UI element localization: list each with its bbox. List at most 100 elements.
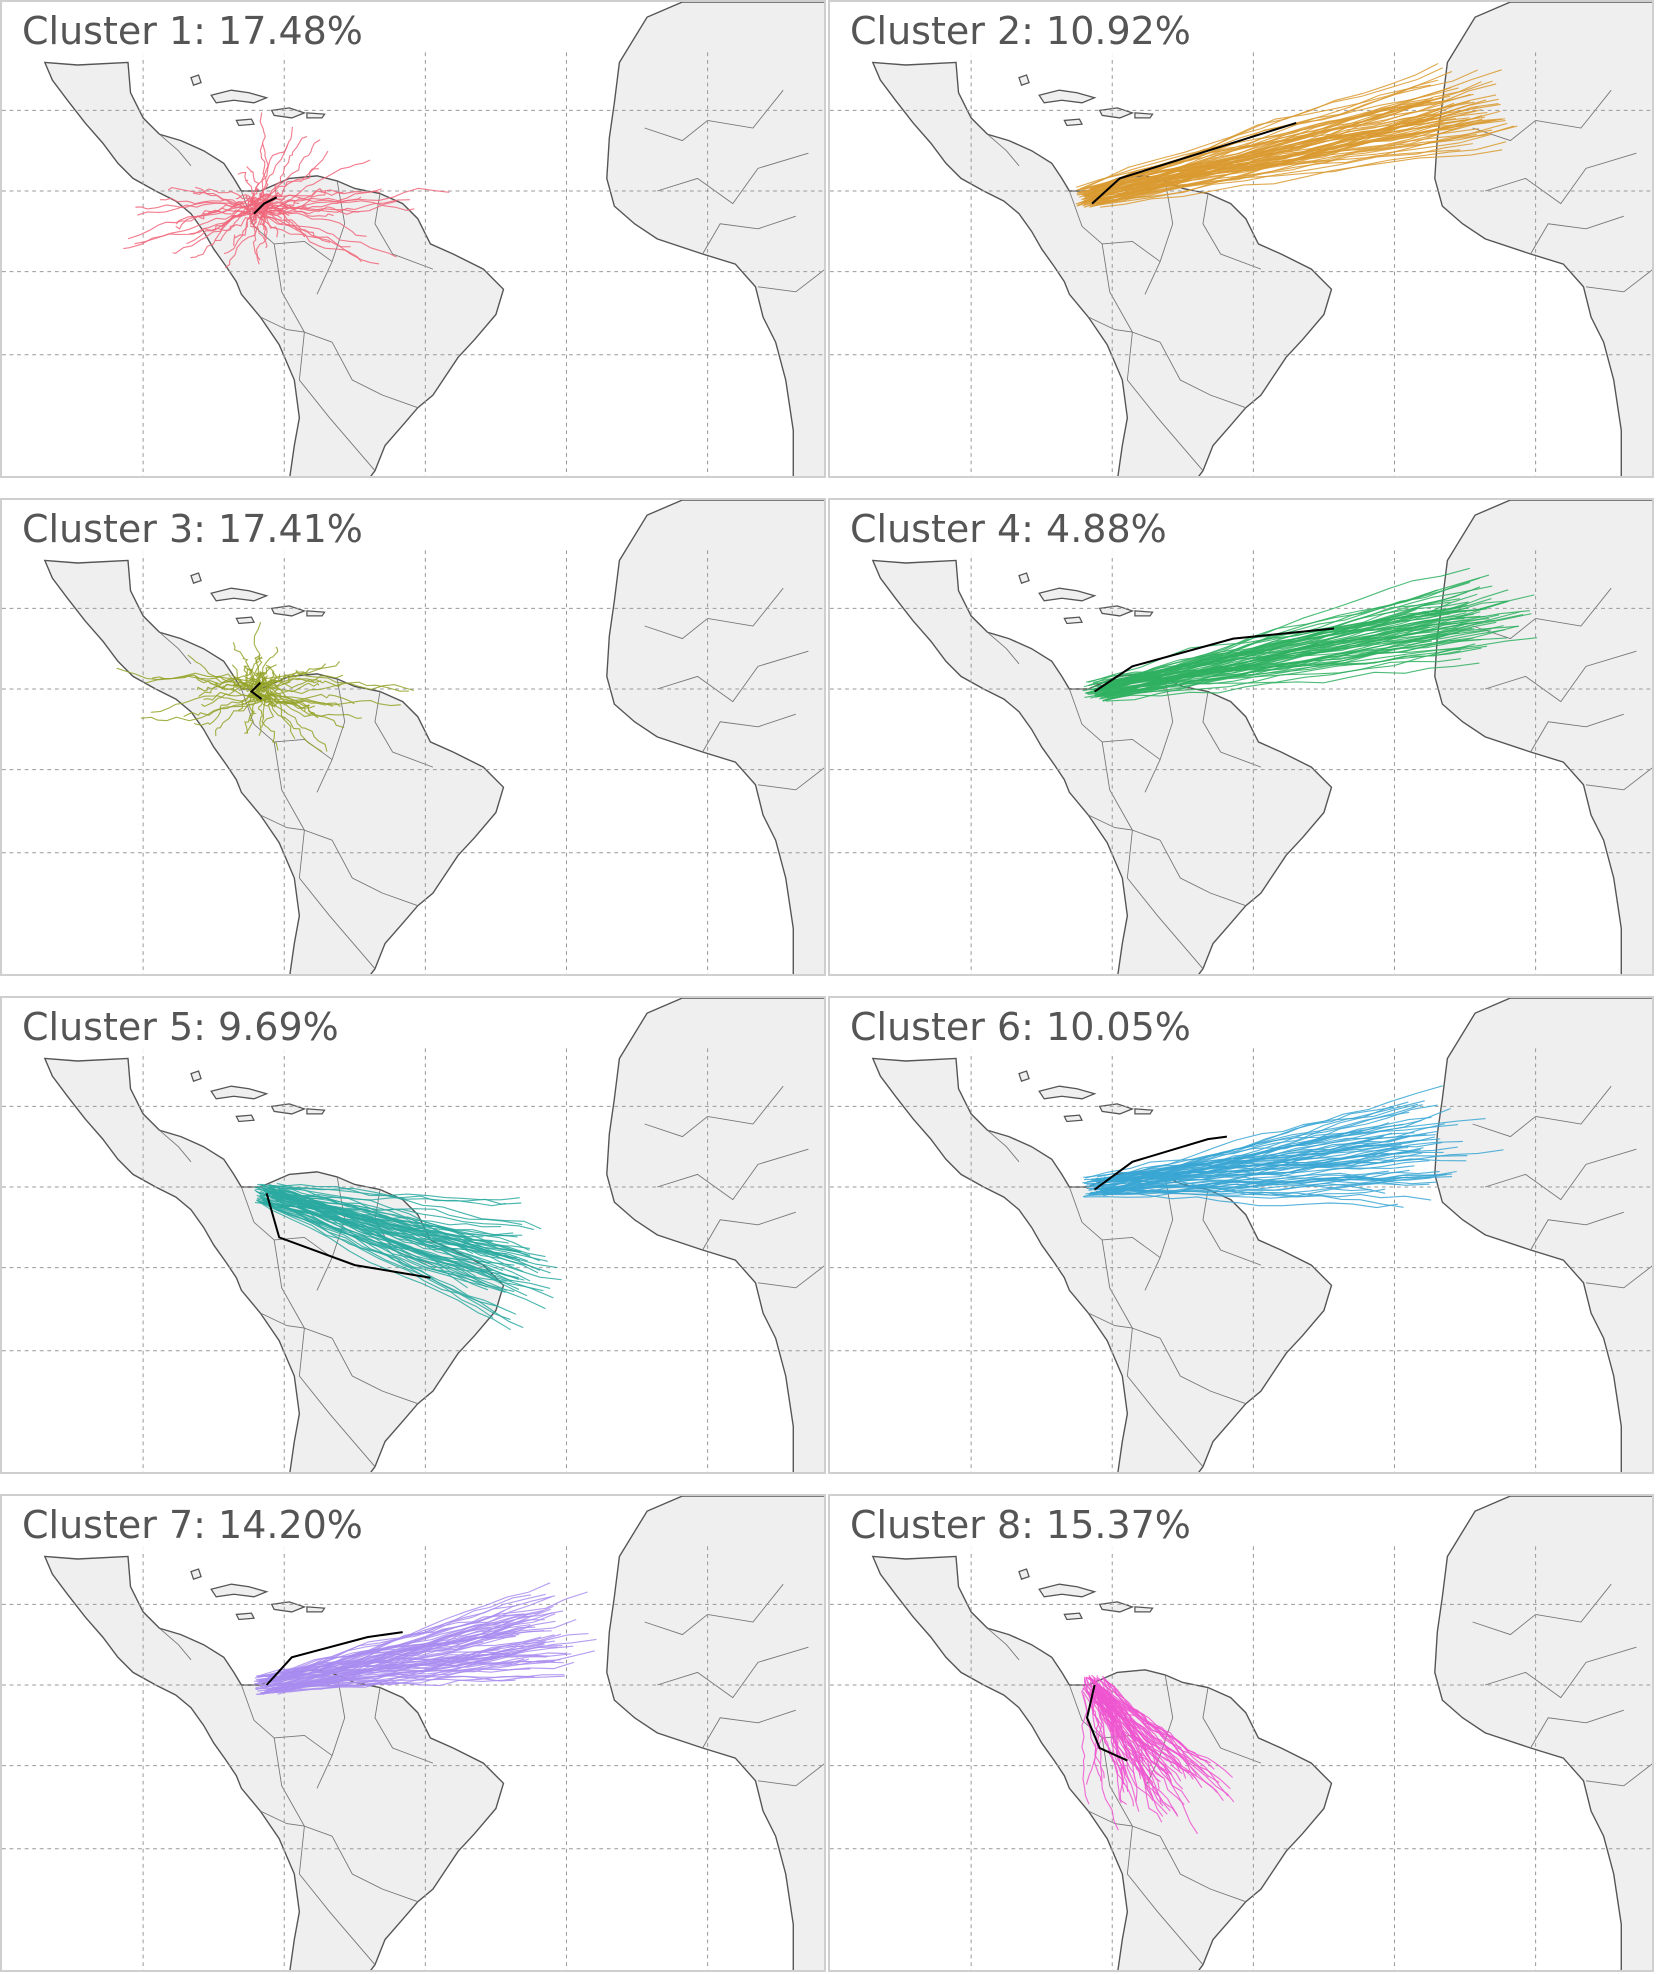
trajectory-line bbox=[1086, 133, 1477, 198]
map-layer bbox=[2, 1496, 824, 1970]
trajectory-line bbox=[223, 193, 270, 255]
country-border bbox=[644, 1085, 784, 1138]
cluster-panel-8: Cluster 8: 15.37% bbox=[828, 1494, 1654, 1972]
trajectory-line bbox=[1100, 149, 1503, 208]
trajectory-line bbox=[1097, 1100, 1425, 1181]
trajectory-line bbox=[270, 136, 308, 200]
trajectory-line bbox=[215, 203, 266, 242]
caribbean-island bbox=[1018, 74, 1030, 86]
trajectory-line bbox=[1093, 1181, 1430, 1196]
caribbean-island bbox=[1018, 572, 1030, 584]
trajectory-line bbox=[257, 1183, 512, 1282]
country-border bbox=[657, 1646, 809, 1699]
trajectory-line bbox=[261, 673, 281, 685]
trajectory-line bbox=[253, 209, 362, 263]
map-3 bbox=[2, 500, 824, 974]
country-border bbox=[1101, 243, 1161, 343]
caribbean-island bbox=[1134, 1606, 1154, 1613]
caribbean-island bbox=[1098, 1103, 1135, 1115]
trajectory-line bbox=[1102, 1688, 1184, 1790]
country-border bbox=[1485, 650, 1637, 703]
trajectory-line bbox=[1092, 1688, 1160, 1790]
country-border bbox=[1585, 1763, 1652, 1787]
caribbean-island bbox=[1134, 1108, 1154, 1115]
trajectory-line bbox=[269, 1190, 521, 1253]
trajectory-line bbox=[1107, 1135, 1411, 1180]
panel-title-1: Cluster 1: 17.48% bbox=[18, 6, 367, 56]
country-border bbox=[298, 332, 376, 472]
trajectory-line bbox=[263, 1201, 517, 1315]
trajectory-line bbox=[1079, 124, 1466, 198]
trajectory-line bbox=[257, 139, 321, 200]
trajectory-line bbox=[272, 1195, 562, 1281]
panel-title-2: Cluster 2: 10.92% bbox=[846, 6, 1195, 56]
trajectory-line bbox=[1102, 1683, 1233, 1778]
country-border bbox=[331, 1337, 418, 1405]
map-8 bbox=[830, 1496, 1652, 1970]
caribbean-island bbox=[1098, 605, 1135, 617]
trajectory-line bbox=[1084, 1170, 1409, 1181]
trajectory-line bbox=[212, 209, 252, 232]
trajectory-line bbox=[268, 1184, 484, 1238]
trajectory-line bbox=[1103, 591, 1467, 688]
trajectory-line bbox=[262, 1201, 514, 1236]
mean-trajectory-line bbox=[1094, 627, 1335, 693]
caribbean-island bbox=[1098, 107, 1135, 119]
cluster-panel-2: Cluster 2: 10.92% bbox=[828, 0, 1654, 478]
trajectory-line bbox=[1106, 601, 1432, 687]
trajectory-line bbox=[266, 168, 319, 202]
caribbean-island bbox=[235, 616, 255, 625]
mean-trajectory-line bbox=[265, 1631, 403, 1686]
trajectory-line bbox=[260, 1190, 509, 1244]
trajectory-line bbox=[256, 674, 344, 689]
cluster-panel-4: Cluster 4: 4.88% bbox=[828, 498, 1654, 976]
trajectory-line bbox=[268, 159, 371, 209]
country-border bbox=[1126, 332, 1204, 472]
country-border bbox=[273, 1239, 333, 1339]
caribbean-island bbox=[235, 1114, 255, 1123]
trajectory-line bbox=[1098, 1686, 1140, 1812]
trajectory-line bbox=[1091, 80, 1493, 189]
caribbean-island bbox=[1038, 587, 1097, 602]
country-border bbox=[298, 830, 376, 970]
cluster-panel-6: Cluster 6: 10.05% bbox=[828, 996, 1654, 1474]
trajectory-group bbox=[1081, 1674, 1235, 1835]
trajectory-line bbox=[1097, 1149, 1414, 1178]
trajectory-line bbox=[1102, 1675, 1187, 1779]
trajectory-line bbox=[264, 1190, 507, 1207]
trajectory-line bbox=[209, 682, 249, 692]
country-border bbox=[1585, 269, 1652, 293]
panel-title-3: Cluster 3: 17.41% bbox=[18, 504, 367, 554]
trajectory-line bbox=[262, 193, 290, 217]
trajectory-line bbox=[1099, 577, 1481, 691]
trajectory-line bbox=[1092, 122, 1508, 198]
country-border bbox=[374, 1687, 434, 1764]
caribbean-island bbox=[1038, 89, 1097, 104]
trajectory-line bbox=[1087, 658, 1461, 695]
trajectory-line bbox=[270, 188, 382, 200]
trajectory-line bbox=[189, 207, 273, 235]
trajectory-line bbox=[1088, 98, 1499, 194]
panel-title-8: Cluster 8: 15.37% bbox=[846, 1500, 1195, 1550]
trajectory-line bbox=[135, 201, 264, 210]
caribbean-island bbox=[270, 605, 307, 617]
caribbean-island bbox=[306, 610, 326, 617]
trajectory-line bbox=[231, 664, 255, 693]
country-border bbox=[1101, 741, 1161, 841]
africa-landmass bbox=[1434, 2, 1652, 476]
trajectory-line bbox=[271, 1653, 572, 1692]
trajectory-line bbox=[214, 694, 263, 737]
trajectory-line bbox=[261, 686, 274, 728]
country-border bbox=[374, 691, 434, 768]
country-border bbox=[1485, 1148, 1637, 1201]
country-border bbox=[987, 631, 1020, 665]
trajectory-line bbox=[259, 1200, 499, 1308]
trajectory-line bbox=[1084, 67, 1443, 189]
trajectory-line bbox=[269, 679, 343, 689]
country-border bbox=[1202, 193, 1262, 270]
country-border bbox=[702, 1709, 796, 1749]
trajectory-line bbox=[258, 196, 362, 217]
mean-trajectory-line bbox=[1091, 121, 1297, 205]
trajectory-line bbox=[270, 1630, 498, 1679]
trajectory-line bbox=[237, 171, 256, 197]
